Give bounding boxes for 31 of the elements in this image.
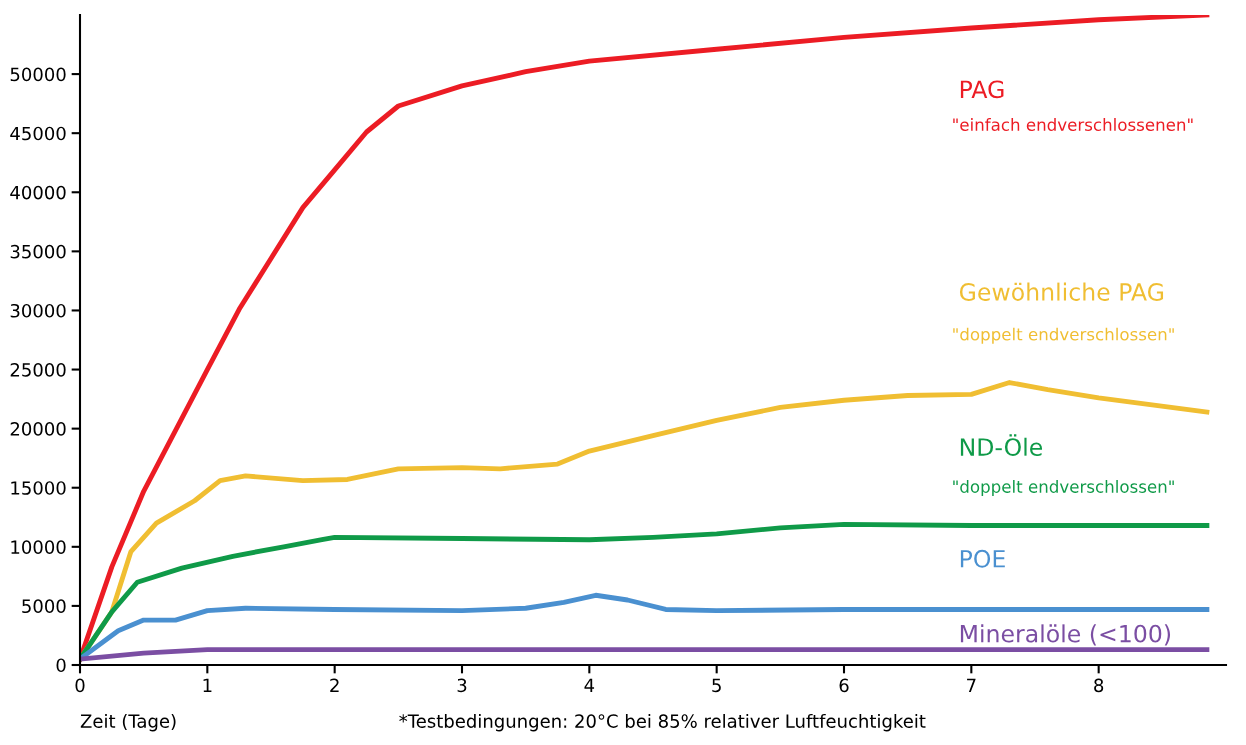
series-label: Mineralöle (<100)	[960, 624, 1171, 646]
x-tick-label: 0	[75, 678, 85, 693]
line-series	[80, 15, 1210, 662]
y-tick-label: 50000	[10, 67, 66, 82]
x-tick-label: 5	[712, 678, 721, 693]
y-tick-label: 0	[56, 658, 66, 673]
x-tick-label: 3	[457, 678, 467, 693]
x-tick-label: 4	[584, 678, 595, 692]
text: ND-Öle	[960, 434, 1043, 457]
y-tick-label: 10000	[11, 540, 66, 554]
y-tick-label: 45000	[10, 126, 66, 141]
y-tick-label: 40000	[10, 185, 66, 200]
y-tick-label: 5000	[22, 599, 66, 614]
y-tick-label: 20000	[10, 422, 66, 436]
x-tick-label: 7	[967, 678, 976, 692]
x-tick-label: 6	[839, 678, 849, 693]
text: *Testbedingungen: 20°C bei 85% relativer Luftfeuchtigkeit	[399, 713, 926, 732]
y-tick-label: 35000	[10, 244, 66, 259]
x-tick-label: 2	[330, 678, 339, 692]
text: Gewöhnliche PAG	[959, 282, 1164, 301]
annotation: "doppelt endverschlossen"	[953, 327, 1174, 344]
annotation: "doppelt endverschlossen"	[953, 479, 1174, 497]
y-tick-label: 30000	[10, 303, 66, 318]
series-label: POE	[960, 549, 1005, 568]
x-tick-label: 1	[203, 678, 212, 692]
annotation: "einfach endverschlossenen"	[953, 118, 1193, 131]
y-tick-label: 15000	[11, 481, 66, 495]
text: PAG	[960, 80, 1004, 99]
x-tick-label: 8	[1094, 678, 1104, 693]
x-axis-title: Zeit (Tage)	[80, 713, 176, 732]
y-tick-label: 25000	[10, 363, 66, 377]
